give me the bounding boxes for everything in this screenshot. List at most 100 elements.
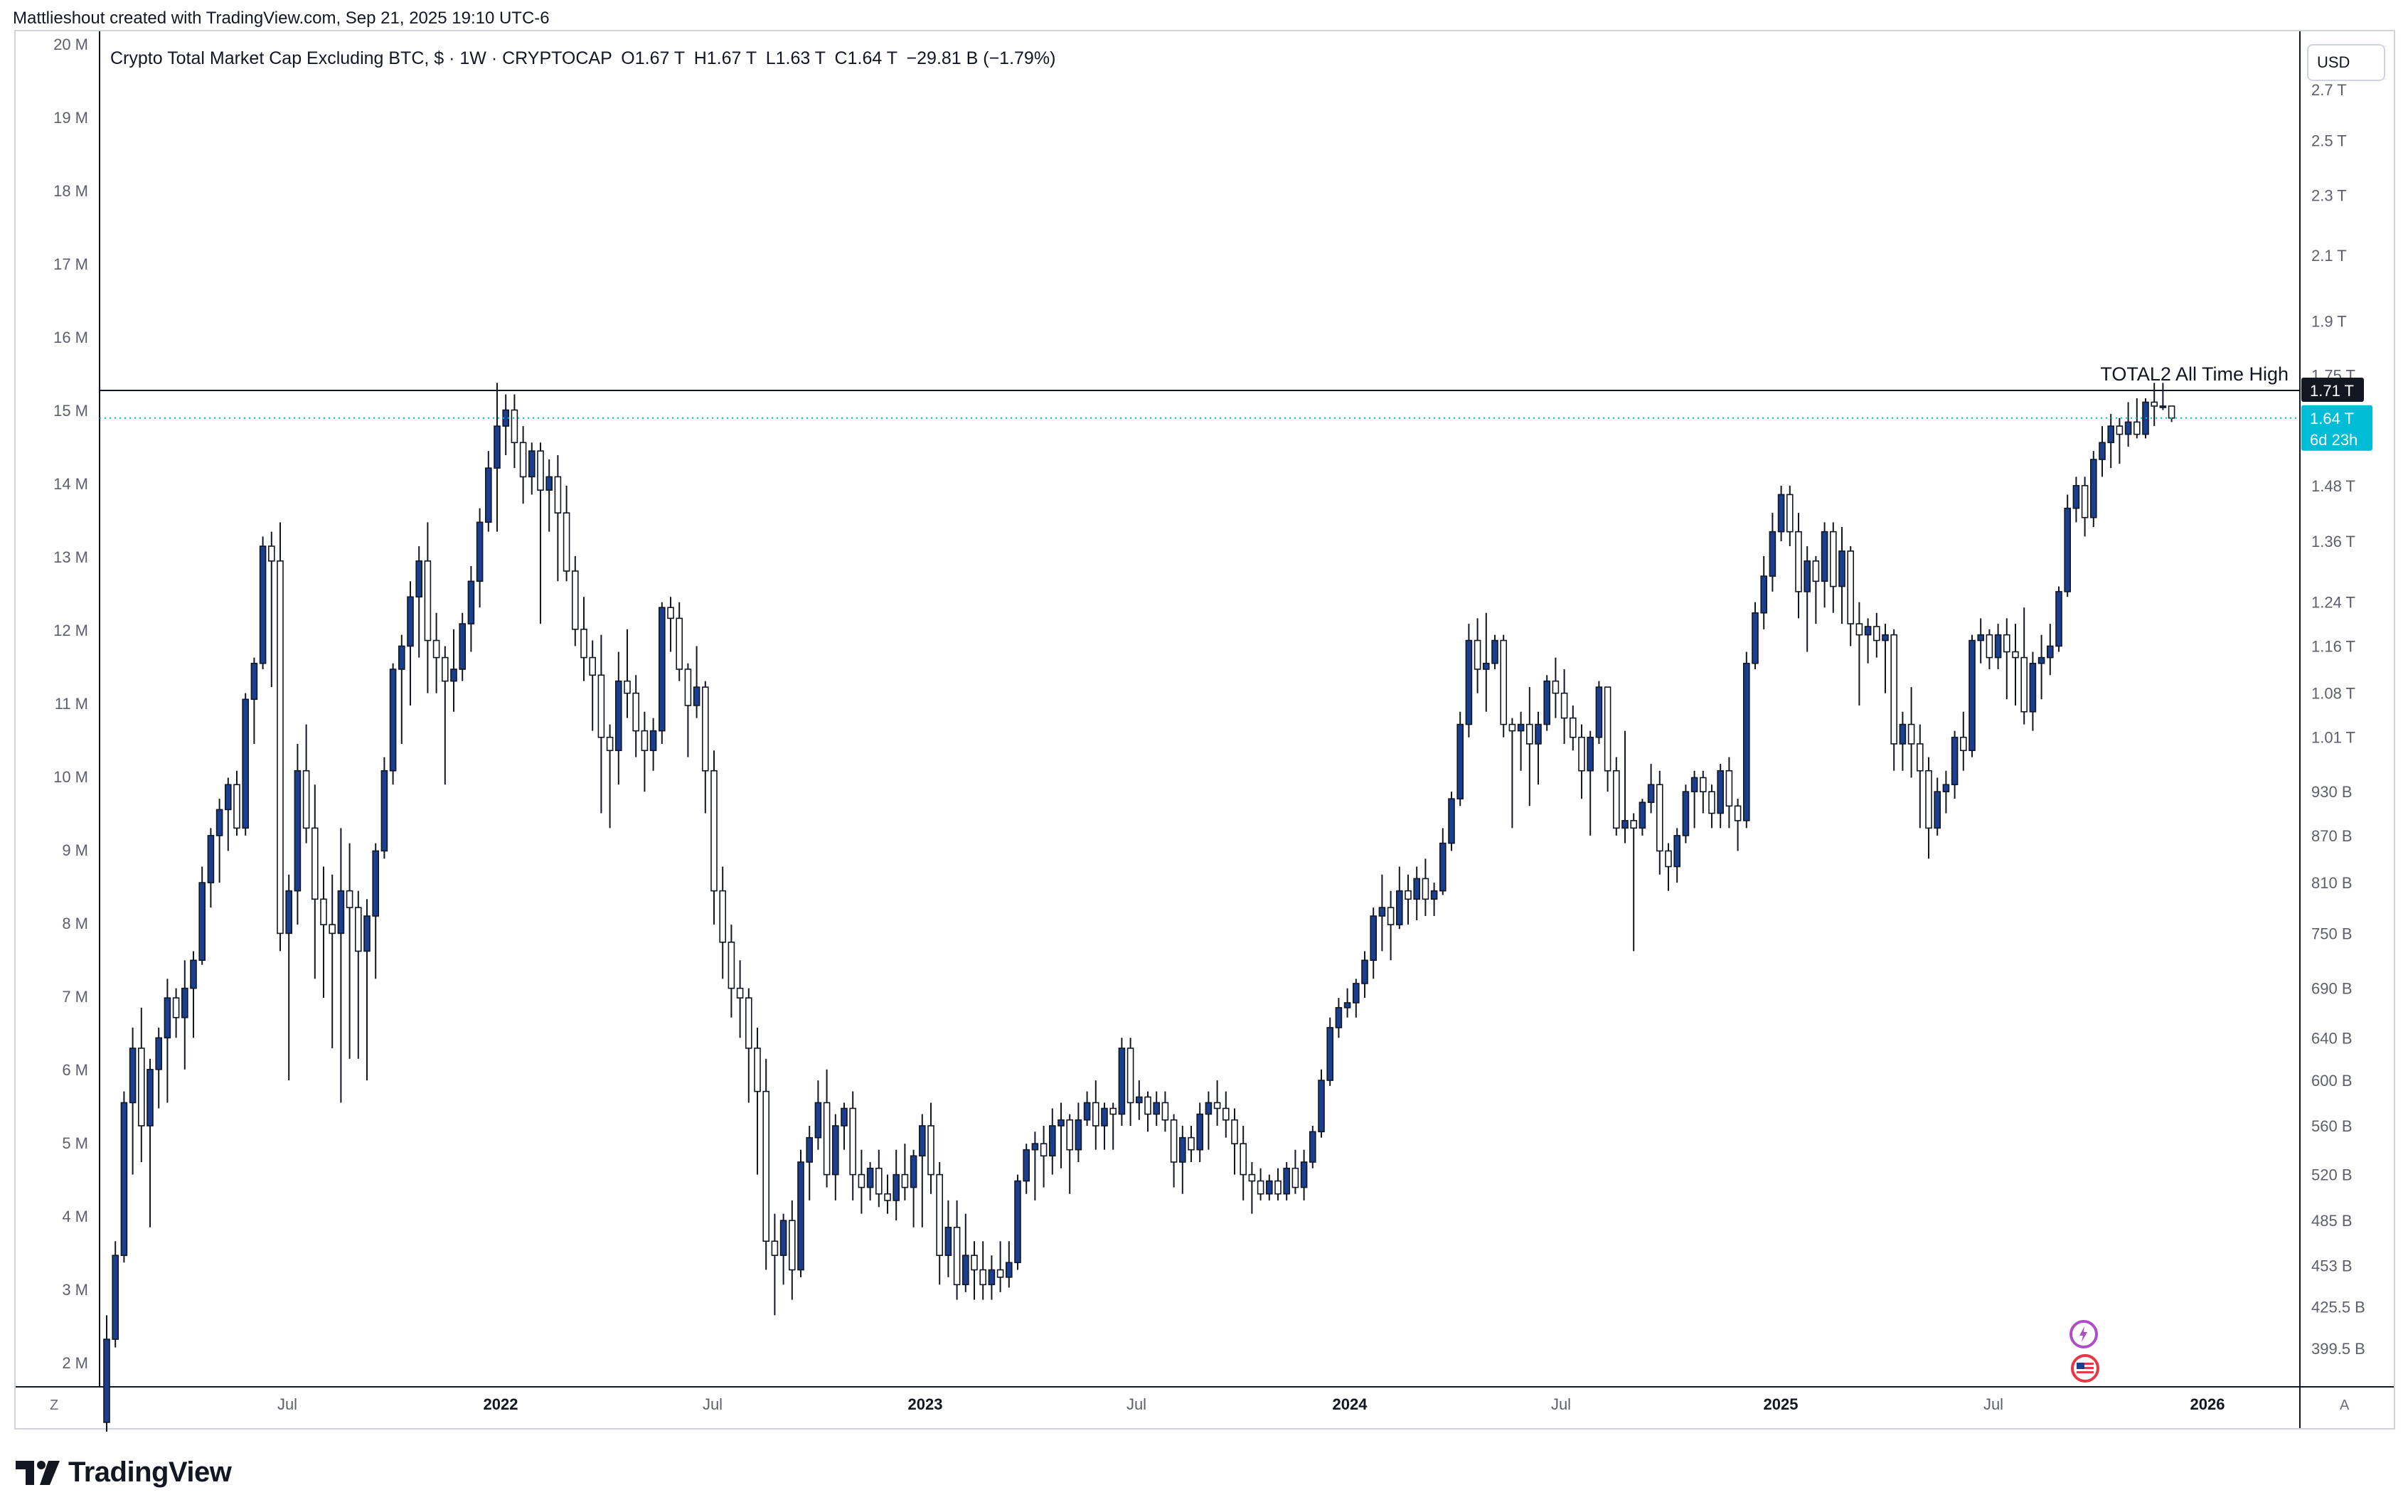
candle-body — [1361, 959, 1368, 984]
candle-body — [1196, 1113, 1203, 1151]
high-value: 1.67 T — [706, 48, 757, 68]
candle-body — [2159, 405, 2167, 408]
candle-body — [2020, 656, 2028, 713]
candle-body — [1777, 494, 1785, 533]
candle-body — [1326, 1027, 1333, 1081]
candle-body — [745, 997, 752, 1049]
right-axis-tick-label: 2.7 T — [2311, 81, 2347, 99]
candle-body — [1994, 634, 2002, 659]
candle-body — [1700, 777, 1707, 792]
right-axis-tick-label: 1.48 T — [2311, 477, 2355, 495]
candle-body — [1144, 1096, 1151, 1115]
candle-body — [1899, 723, 1907, 745]
us-flag-icon[interactable] — [2071, 1354, 2099, 1383]
candle-body — [302, 770, 310, 829]
candle-body — [866, 1167, 874, 1188]
candle-body — [1656, 784, 1663, 852]
candle-body — [1907, 723, 1915, 745]
candle-body — [1830, 531, 1837, 587]
right-axis-tick-label: 485 B — [2311, 1212, 2353, 1230]
auto-scale-button[interactable]: A — [2340, 1397, 2350, 1413]
candle-body — [545, 476, 553, 491]
candle-body — [1378, 907, 1386, 917]
candle-body — [2064, 507, 2071, 592]
candle-body — [511, 409, 518, 444]
candle-body — [1118, 1048, 1126, 1115]
candle-body — [250, 662, 258, 701]
left-axis-tick-label: 18 M — [53, 182, 88, 200]
candle-body — [901, 1173, 909, 1188]
tradingview-logo-icon — [16, 1460, 60, 1485]
left-axis-tick-label: 16 M — [53, 329, 88, 346]
currency-unit-button[interactable]: USD — [2307, 44, 2385, 81]
candle-body — [701, 686, 709, 772]
candle-body — [597, 674, 605, 738]
candle-body — [1855, 623, 1863, 636]
candle-body — [1222, 1107, 1230, 1121]
candle-body — [1413, 878, 1420, 900]
right-axis-tick-label: 1.24 T — [2311, 594, 2355, 612]
candle-body — [372, 850, 380, 917]
right-axis-tick-label: 810 B — [2311, 874, 2353, 892]
candle-body — [450, 669, 457, 682]
high-label: H — [693, 48, 707, 68]
left-axis-tick-label: 10 M — [53, 768, 88, 786]
close-value: 1.64 T — [847, 48, 897, 68]
right-axis-tick-label: 1.16 T — [2311, 637, 2355, 655]
candle-body — [2116, 425, 2124, 435]
candle-body — [380, 770, 388, 852]
symbol-legend[interactable]: Crypto Total Market Cap Excluding BTC, $… — [110, 48, 1055, 69]
candle-body — [1917, 743, 1924, 772]
lightning-icon[interactable] — [2069, 1320, 2098, 1348]
time-axis-tick-label: Jul — [1551, 1395, 1571, 1413]
candle-body — [1335, 1007, 1343, 1028]
candle-body — [1838, 550, 1845, 587]
candle-body — [797, 1161, 804, 1271]
candle-body — [875, 1167, 883, 1195]
candle-body — [1717, 770, 1724, 814]
candle-body — [979, 1269, 986, 1286]
candle-body — [571, 570, 579, 630]
candle-body — [1491, 639, 1498, 664]
candle-body — [1075, 1119, 1082, 1151]
candle-body — [1014, 1180, 1021, 1264]
candle-body — [1058, 1119, 1065, 1127]
candle-body — [971, 1255, 978, 1271]
candle-body — [910, 1155, 917, 1188]
candle-body — [841, 1107, 848, 1127]
candle-body — [1500, 639, 1507, 725]
candle-body — [424, 560, 432, 641]
candle-body — [2047, 645, 2054, 659]
candle-body — [554, 476, 562, 513]
ath-price-label: 1.71 T — [2310, 382, 2354, 400]
candle-body — [728, 942, 735, 989]
candle-body — [329, 924, 336, 935]
candle-body — [779, 1220, 787, 1256]
left-axis-tick-label: 15 M — [53, 402, 88, 420]
candle-body — [624, 680, 631, 694]
candle-body — [1136, 1096, 1143, 1104]
tradingview-logo[interactable]: TradingView — [16, 1457, 232, 1489]
candle-body — [1760, 575, 1767, 614]
candle-body — [398, 645, 405, 670]
candle-body — [1405, 890, 1412, 900]
left-axis-tick-label: 17 M — [53, 255, 88, 273]
right-axis-tick-label: 2.1 T — [2311, 247, 2347, 265]
zoom-reset-button[interactable]: Z — [50, 1397, 59, 1413]
candle-body — [537, 450, 544, 491]
candle-body — [1353, 983, 1360, 1003]
time-axis-tick-label: Jul — [703, 1395, 723, 1413]
left-axis-tick-label: 7 M — [62, 988, 88, 1006]
candle-body — [1873, 626, 1880, 641]
candle-body — [1535, 723, 1542, 745]
candle-body — [1283, 1167, 1290, 1195]
left-axis-tick-label: 14 M — [53, 475, 88, 493]
time-axis-tick-label: 2026 — [2190, 1395, 2225, 1413]
candle-body — [1977, 634, 1984, 641]
candle-body — [267, 545, 275, 562]
time-axis-tick-label: Jul — [277, 1395, 297, 1413]
candle-body — [2055, 591, 2062, 647]
candle-body — [1986, 634, 1993, 659]
candle-body — [2012, 651, 2019, 659]
